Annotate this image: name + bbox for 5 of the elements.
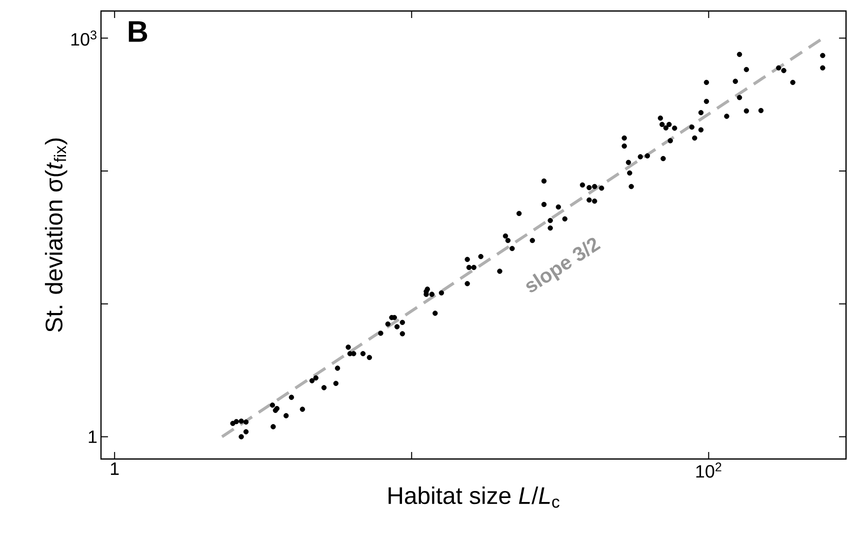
- x-tick-label: 10$^{2}$: [696, 462, 722, 478]
- y-axis-title: St. deviation σ(t$_{fix}$): [44, 138, 68, 332]
- x-axis-title: Habitat size L/L$_{c}$: [388, 486, 560, 508]
- y-tick-label: 10$^{3}$: [71, 30, 96, 46]
- chart-title: B: [128, 21, 148, 42]
